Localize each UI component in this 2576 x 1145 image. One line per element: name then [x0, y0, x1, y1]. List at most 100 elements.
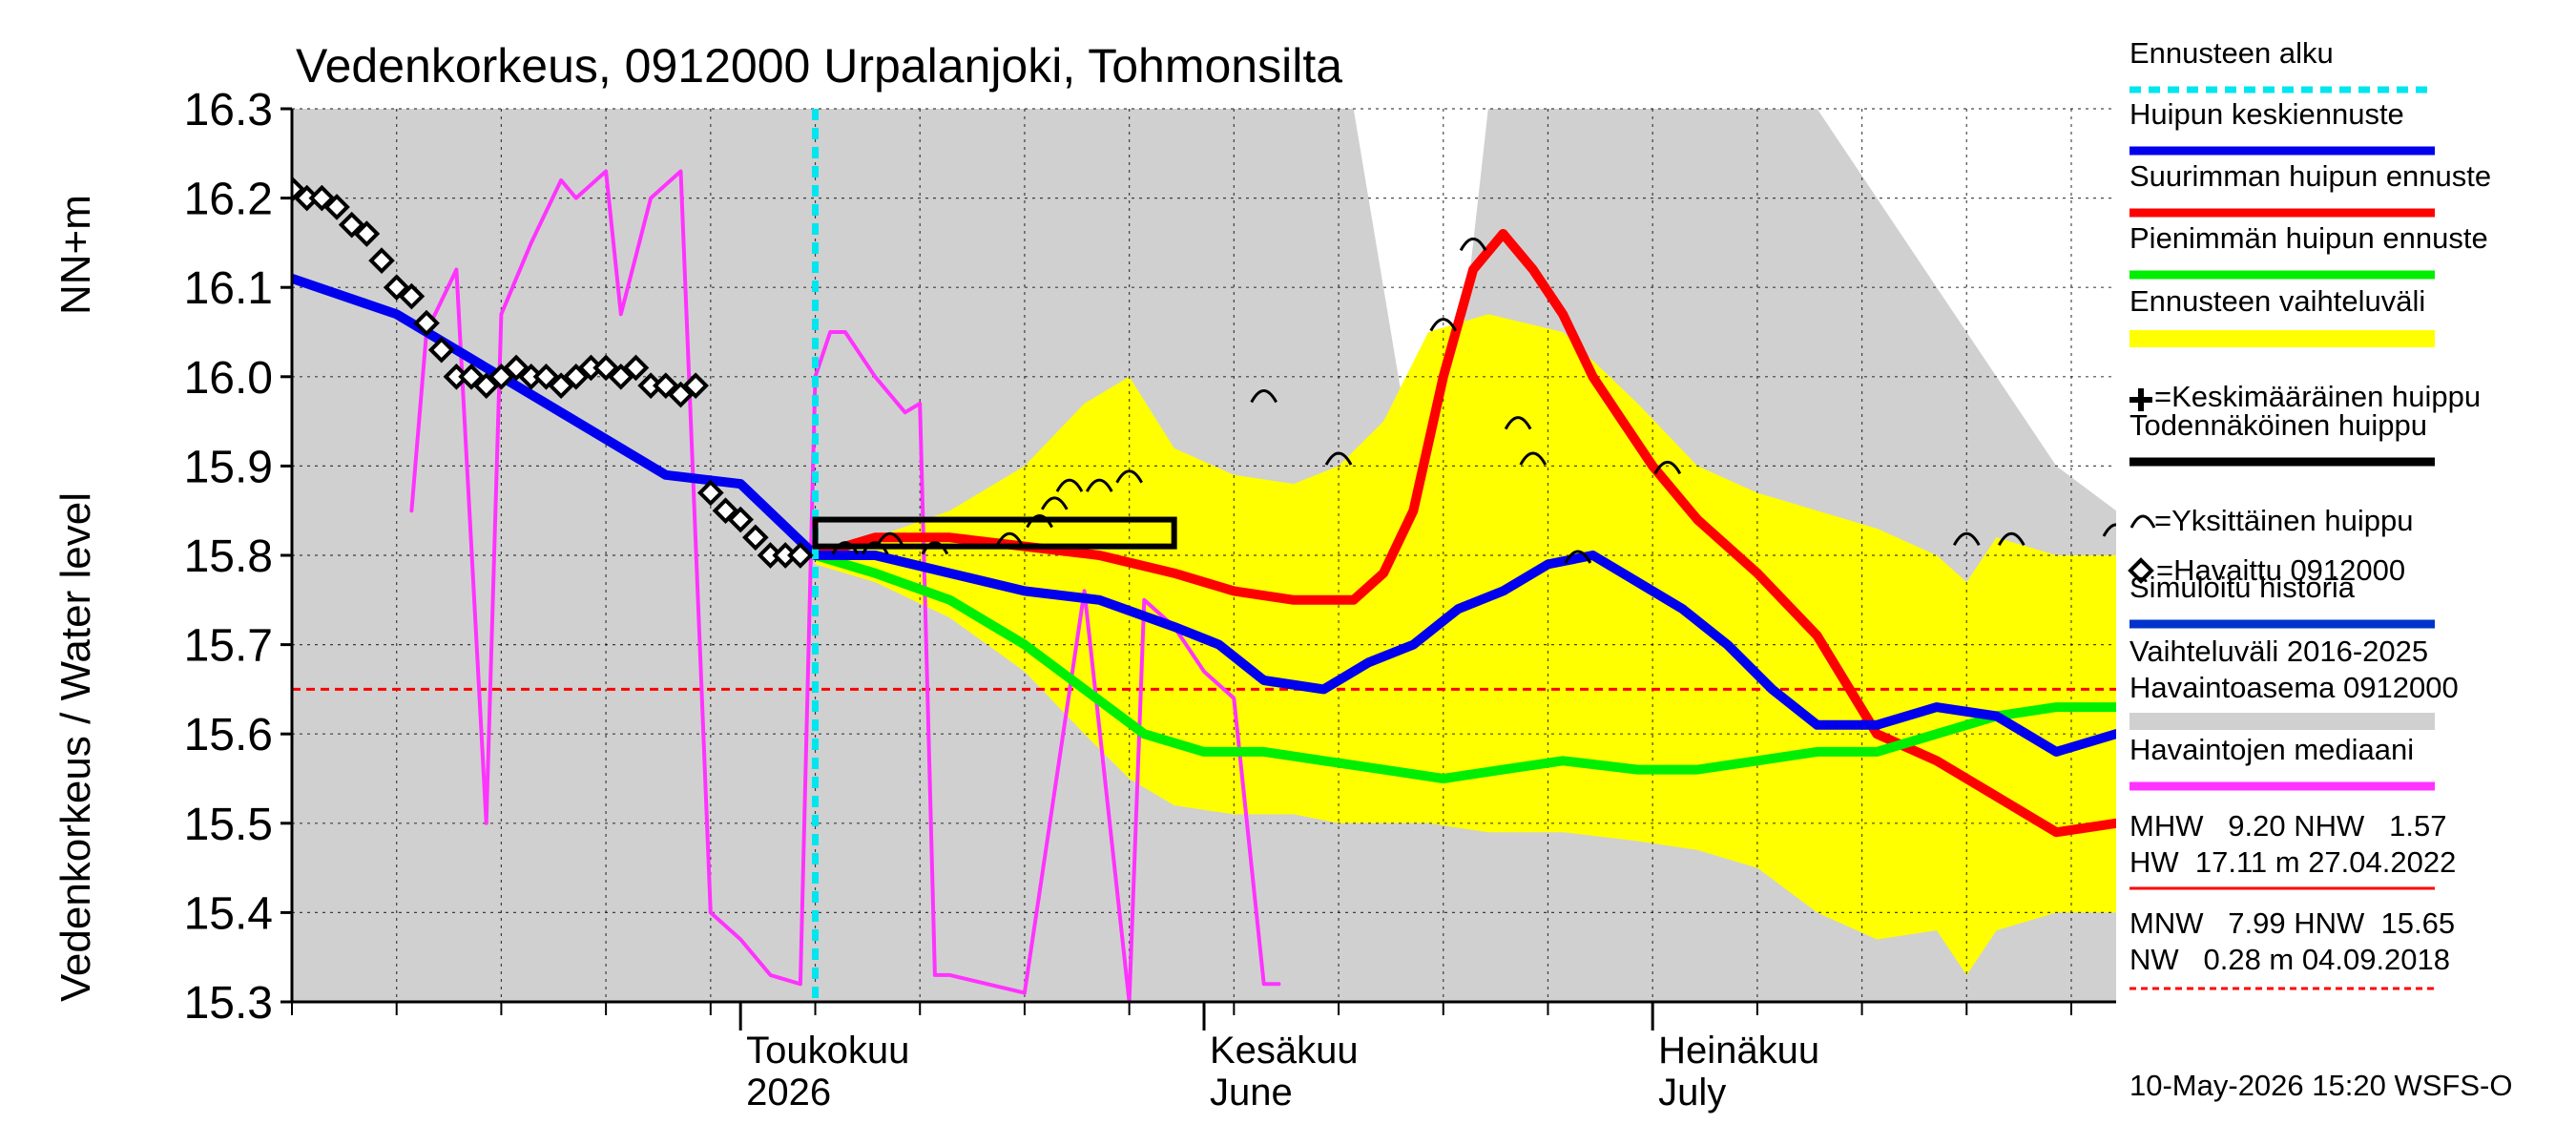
observed-point — [383, 274, 410, 302]
observed-point — [562, 363, 590, 390]
legend-label-vaihteluvali-2016-2025: Vaihteluväli 2016-2025 — [2129, 635, 2428, 668]
observed-point — [592, 354, 619, 382]
single-peak-marker — [1085, 478, 1113, 492]
single-peak-marker — [1026, 514, 1053, 529]
observed-point — [427, 336, 455, 364]
legend: Ennusteen alku Huipun keskiennuste Suurimm… — [2128, 36, 2491, 791]
legend-label-todennakoinen-huippu: Todennäköinen huippu — [2129, 408, 2427, 442]
single-peak-marker — [1653, 460, 1682, 475]
stats-line-4: NW 0.28 m 04.09.2018 — [2129, 943, 2450, 976]
observed-point — [413, 309, 440, 337]
axes: 15.3 15.4 15.5 15.6 15.7 15.8 15.9 16.0 16.1 16.2… — [184, 85, 2116, 1114]
y-axis-label: Vedenkorkeus / Water level — [52, 492, 99, 1002]
single-peak-marker — [921, 541, 949, 555]
y-tick-label: 15.8 — [184, 531, 273, 582]
observed-point — [292, 176, 305, 203]
y-tick-label: 15.4 — [184, 888, 273, 939]
observed-point — [308, 184, 336, 212]
legend-label-simuloitu-historia: Simuloitu historia — [2129, 571, 2356, 604]
x-tick-label-2: 2026 — [746, 1072, 831, 1114]
observed-point — [667, 381, 695, 408]
legend-label-havaittu-0912000: =Havaittu 0912000 — [2156, 553, 2405, 587]
legend-swatch-arc — [2129, 514, 2156, 529]
single-peak-marker — [1504, 416, 1532, 430]
x-tick-label: Heinäkuu — [1658, 1030, 1819, 1072]
single-peak-marker — [876, 531, 904, 547]
grid — [291, 108, 2116, 1003]
observed-point — [742, 524, 769, 552]
observed-point — [368, 247, 395, 274]
legend-label-havaintojen-mediaani: Havaintojen mediaani — [2129, 733, 2414, 766]
single-peak-marker — [861, 541, 889, 555]
single-peak-marker — [1519, 451, 1548, 466]
stats-line-1: MHW 9.20 NHW 1.57 — [2129, 809, 2446, 843]
x-tick-label-2: June — [1210, 1072, 1293, 1114]
single-peak-marker — [1055, 478, 1084, 492]
stats-line-3: MNW 7.99 HNW 15.65 — [2129, 906, 2455, 940]
legend-label-huipun-keskiennuste: Huipun keskiennuste — [2129, 97, 2404, 131]
legend-swatch — [2129, 713, 2435, 730]
single-peak-marker — [1564, 550, 1592, 564]
single-peak-marker — [1324, 451, 1353, 466]
observed-point — [548, 372, 574, 399]
single-peak-marker — [1952, 531, 1981, 547]
legend-swatch-plus — [2129, 388, 2152, 411]
observed-point — [458, 363, 485, 390]
y-tick-label: 16.1 — [184, 263, 273, 314]
single-peak-marker — [1115, 469, 1143, 484]
legend-label-yksittainen-huippu: =Yksittäinen huippu — [2154, 504, 2413, 537]
y-tick-label: 16.2 — [184, 175, 273, 225]
single-peak-marker — [1459, 237, 1487, 252]
legend-label-keskimaarainen-huippu: =Keskimääräinen huippu — [2154, 380, 2481, 413]
stats-line-2: HW 17.11 m 27.04.2022 — [2129, 845, 2456, 879]
single-peak-marker — [1429, 318, 1458, 332]
observed-point — [353, 220, 381, 247]
single-peak-marker — [831, 541, 860, 555]
legend-label-2: Havaintoasema 0912000 — [2129, 671, 2459, 704]
observed-point — [323, 194, 350, 220]
legend-swatch — [2129, 330, 2435, 347]
timestamp-footer: 10-May-2026 15:20 WSFS-O — [2129, 1069, 2512, 1102]
y-tick-label: 15.7 — [184, 621, 273, 672]
y-tick-label: 16.0 — [184, 353, 273, 404]
observed-point — [727, 506, 754, 533]
likely-peak-box — [812, 516, 1177, 550]
observed-point — [532, 363, 560, 390]
series-pienimman-huipun-ennuste — [810, 551, 2116, 783]
y-tick-label: 15.6 — [184, 710, 273, 760]
observed-point — [488, 363, 515, 390]
y-tick-label: 16.3 — [184, 85, 273, 135]
observed-point — [472, 372, 500, 399]
single-peak-marker — [995, 531, 1024, 547]
legend-label-pienimman-huipun-ennuste: Pienimmän huipun ennuste — [2129, 221, 2488, 255]
single-peak-marker — [1250, 389, 1278, 404]
observed-point — [622, 354, 650, 382]
observed-point — [607, 363, 634, 390]
x-tick-label: Kesäkuu — [1210, 1030, 1359, 1072]
y-tick-label: 15.5 — [184, 800, 273, 850]
observed-point — [503, 354, 530, 382]
legend-label-suurimman-huipun-ennuste: Suurimman huipun ennuste — [2129, 159, 2491, 193]
legend-swatch-diamond — [2128, 557, 2154, 584]
series-huipun-keskiennuste — [292, 273, 2116, 757]
legend-label-ennusteen-vaihteluvali: Ennusteen vaihteluväli — [2129, 284, 2425, 318]
overlays — [292, 109, 2116, 1002]
x-tick-label-2: July — [1658, 1072, 1726, 1114]
y-tick-label: 15.9 — [184, 442, 273, 492]
single-peak-marker — [1997, 531, 2025, 547]
single-peak-marker — [2102, 523, 2116, 537]
chart-title: Vedenkorkeus, 0912000 Urpalanjoki, Tohmo… — [296, 39, 1342, 93]
observed-point — [696, 479, 724, 507]
observed-point — [398, 282, 426, 310]
observed-point — [338, 211, 365, 239]
x-tick-label: Toukokuu — [746, 1030, 909, 1072]
observed-point — [682, 372, 709, 399]
observed-point — [712, 497, 739, 525]
y-axis-unit-label: NN+m — [52, 195, 99, 315]
series-suurimman-huipun-ennuste — [810, 229, 2116, 838]
legend-label-ennusteen-alku: Ennusteen alku — [2129, 36, 2334, 70]
observed-point — [787, 542, 814, 569]
observed-point — [652, 372, 679, 399]
y-tick-label: 15.3 — [184, 978, 273, 1029]
